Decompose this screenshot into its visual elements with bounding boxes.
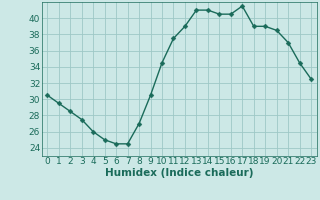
X-axis label: Humidex (Indice chaleur): Humidex (Indice chaleur) <box>105 168 253 178</box>
